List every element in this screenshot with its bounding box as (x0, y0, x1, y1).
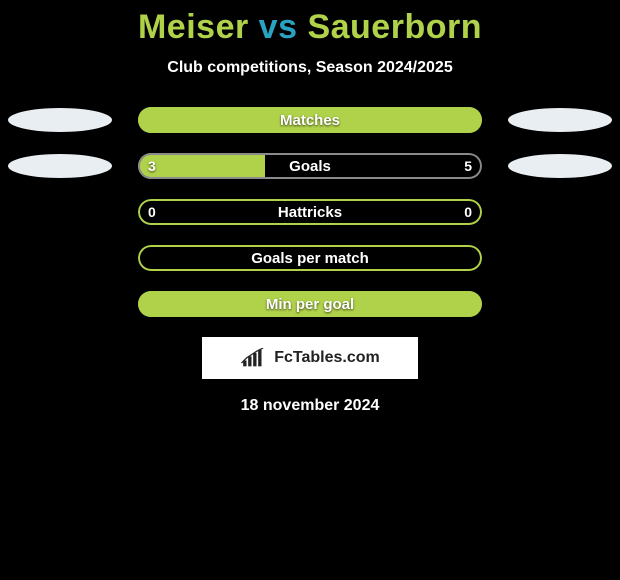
stat-row: Matches (0, 107, 620, 133)
subtitle: Club competitions, Season 2024/2025 (0, 59, 620, 77)
logo-badge: FcTables.com (202, 337, 418, 379)
stat-row: Min per goal (0, 291, 620, 317)
right-ellipse (508, 108, 612, 132)
left-ellipse (8, 108, 112, 132)
vs-text: vs (259, 8, 298, 46)
player2-name: Sauerborn (307, 8, 482, 46)
stat-label: Min per goal (138, 291, 482, 317)
stat-label: Matches (138, 107, 482, 133)
comparison-chart: Matches 35Goals 00Hattricks Goals per match… (0, 107, 620, 317)
page-title: Meiser vs Sauerborn (0, 8, 620, 47)
stat-label: Goals per match (138, 245, 482, 271)
stat-bar: Matches (138, 107, 482, 133)
left-ellipse (8, 154, 112, 178)
chart-icon (240, 348, 268, 368)
stat-row: 35Goals (0, 153, 620, 179)
logo-text: FcTables.com (274, 349, 380, 367)
stat-bar: 35Goals (138, 153, 482, 179)
stat-bar: Goals per match (138, 245, 482, 271)
right-ellipse (508, 154, 612, 178)
stat-bar: Min per goal (138, 291, 482, 317)
stat-row: 00Hattricks (0, 199, 620, 225)
stat-label: Goals (138, 153, 482, 179)
date-label: 18 november 2024 (0, 397, 620, 415)
stat-bar: 00Hattricks (138, 199, 482, 225)
stat-label: Hattricks (138, 199, 482, 225)
infographic-container: Meiser vs Sauerborn Club competitions, S… (0, 0, 620, 580)
stat-row: Goals per match (0, 245, 620, 271)
player1-name: Meiser (138, 8, 249, 46)
